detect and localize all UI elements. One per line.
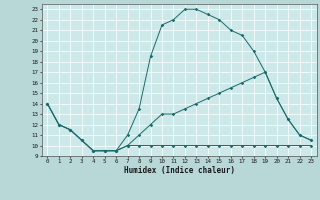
X-axis label: Humidex (Indice chaleur): Humidex (Indice chaleur) bbox=[124, 166, 235, 175]
